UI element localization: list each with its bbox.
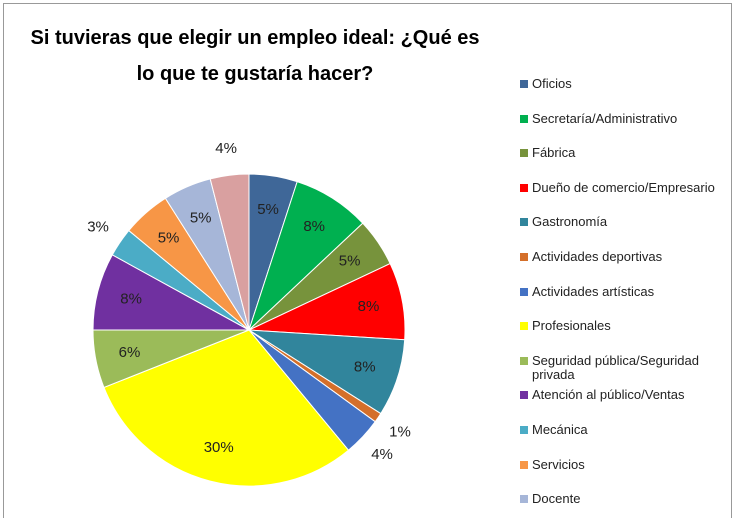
legend-label: Secretaría/Administrativo xyxy=(532,110,678,126)
legend-swatch xyxy=(520,322,528,331)
pie-slice xyxy=(103,329,350,487)
legend-swatch xyxy=(520,218,528,227)
legend-label: Seguridad pública/Seguridad privada xyxy=(532,352,699,382)
legend-label: Fábrica xyxy=(532,145,576,161)
legend-swatch xyxy=(520,183,528,192)
legend-label: Actividades deportivas xyxy=(532,249,663,264)
pie-slice xyxy=(209,173,250,331)
legend-swatch xyxy=(520,80,528,88)
legend-swatch xyxy=(520,391,528,400)
data-label: 5% xyxy=(257,201,279,218)
data-label: 8% xyxy=(354,359,376,376)
chart-border xyxy=(3,3,732,518)
legend-label: Gastronomía xyxy=(532,214,608,230)
legend-swatch xyxy=(520,253,528,261)
data-label: 1% xyxy=(389,424,411,441)
data-label: 5% xyxy=(339,253,361,270)
legend-swatch xyxy=(520,114,528,123)
legend-swatch xyxy=(520,356,528,365)
legend-label: Atención al público/Ventas xyxy=(532,387,685,403)
data-label: 3% xyxy=(87,218,109,235)
legend-swatch xyxy=(520,287,528,296)
data-label: 8% xyxy=(303,218,325,235)
legend-swatch xyxy=(520,495,528,504)
legend-label: Servicios xyxy=(532,456,585,472)
legend-label: Docente xyxy=(532,491,581,507)
legend-label: Dueño de comercio/Empresario xyxy=(532,179,715,195)
legend-label: Profesionales xyxy=(532,318,611,334)
legend-label: Mecánica xyxy=(532,422,588,437)
legend-label: Actividades artísticas xyxy=(532,283,655,299)
chart-title: Si tuvieras que elegir un empleo ideal: … xyxy=(30,27,480,85)
data-label: 8% xyxy=(358,298,380,315)
data-label: 4% xyxy=(371,446,393,463)
data-label: 30% xyxy=(204,439,234,456)
data-label: 4% xyxy=(215,140,237,157)
data-label: 6% xyxy=(119,344,141,361)
data-label: 8% xyxy=(120,291,142,308)
data-label: 5% xyxy=(158,230,180,247)
legend-swatch xyxy=(520,460,528,469)
legend-swatch xyxy=(520,426,528,434)
data-label: 5% xyxy=(190,209,212,226)
legend-swatch xyxy=(520,149,528,158)
legend-label: Oficios xyxy=(532,76,572,91)
